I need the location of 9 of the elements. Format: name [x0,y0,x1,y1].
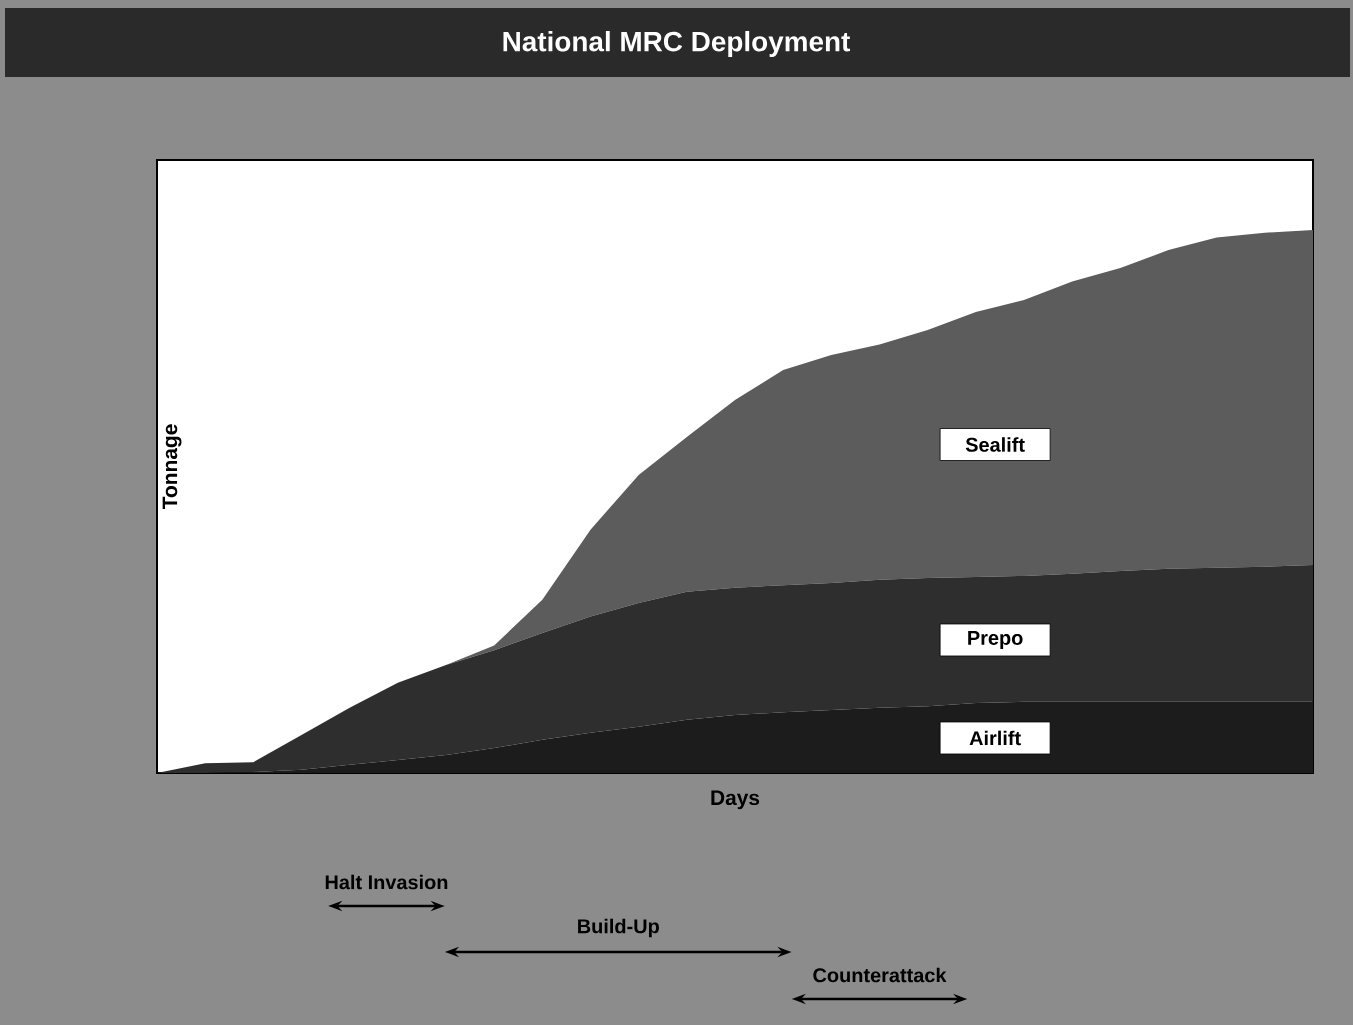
chart-title: National MRC Deployment [503,31,851,57]
series-label: Sealift [965,437,1025,452]
text: Halt Invasion [325,874,448,890]
series-label: Airlift [969,730,1021,746]
text: Build-Up [578,918,659,938]
series-label: Prepo [968,631,1023,649]
x-axis-title: Days [711,790,760,810]
y-axis-title: Tonnage [162,424,182,510]
text: Counterattack [813,967,947,983]
